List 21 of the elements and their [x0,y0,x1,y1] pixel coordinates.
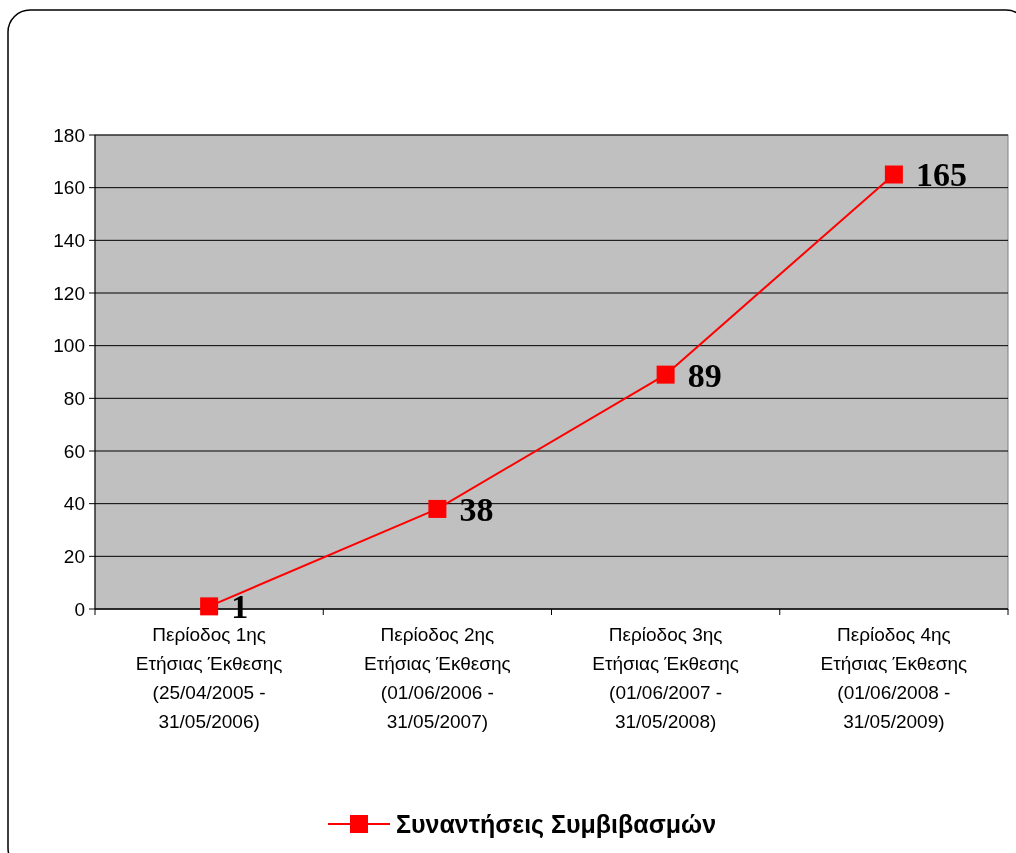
legend-label: Συναντήσεις Συμβιβασμών [396,809,717,839]
y-tick-label: 160 [53,177,85,199]
y-tick-label: 100 [53,335,85,357]
y-tick-label: 60 [63,440,85,462]
x-tick-label: Περίοδος 3ης Ετήσιας Έκθεσης (01/06/2007 - 31/05/2008) [592,624,740,732]
point [884,165,903,184]
point [656,365,675,384]
data-label: 89 [687,356,722,394]
point [200,597,219,616]
point [428,499,447,518]
x-tick-label: Περίοδος 2ης Ετήσιας Έκθεσης (01/06/2006 - 31/05/2007) [363,624,511,732]
y-tick-label: 140 [53,229,85,251]
y-tick-label: 40 [63,493,85,515]
data-label: 165 [915,156,967,194]
y-tick-label: 20 [63,545,85,567]
y-tick-label: 120 [53,282,85,304]
x-tick-label: Περίοδος 4ης Ετήσιας Έκθεσης (01/06/2008 - 31/05/2009) [820,624,968,732]
y-tick-label: 0 [74,598,85,620]
y-tick-label: 80 [63,387,85,409]
x-tick-label: Περίοδος 1ης Ετήσιας Έκθεσης (25/04/2005 - 31/05/2006) [135,624,283,732]
y-tick-label: 180 [53,124,85,146]
